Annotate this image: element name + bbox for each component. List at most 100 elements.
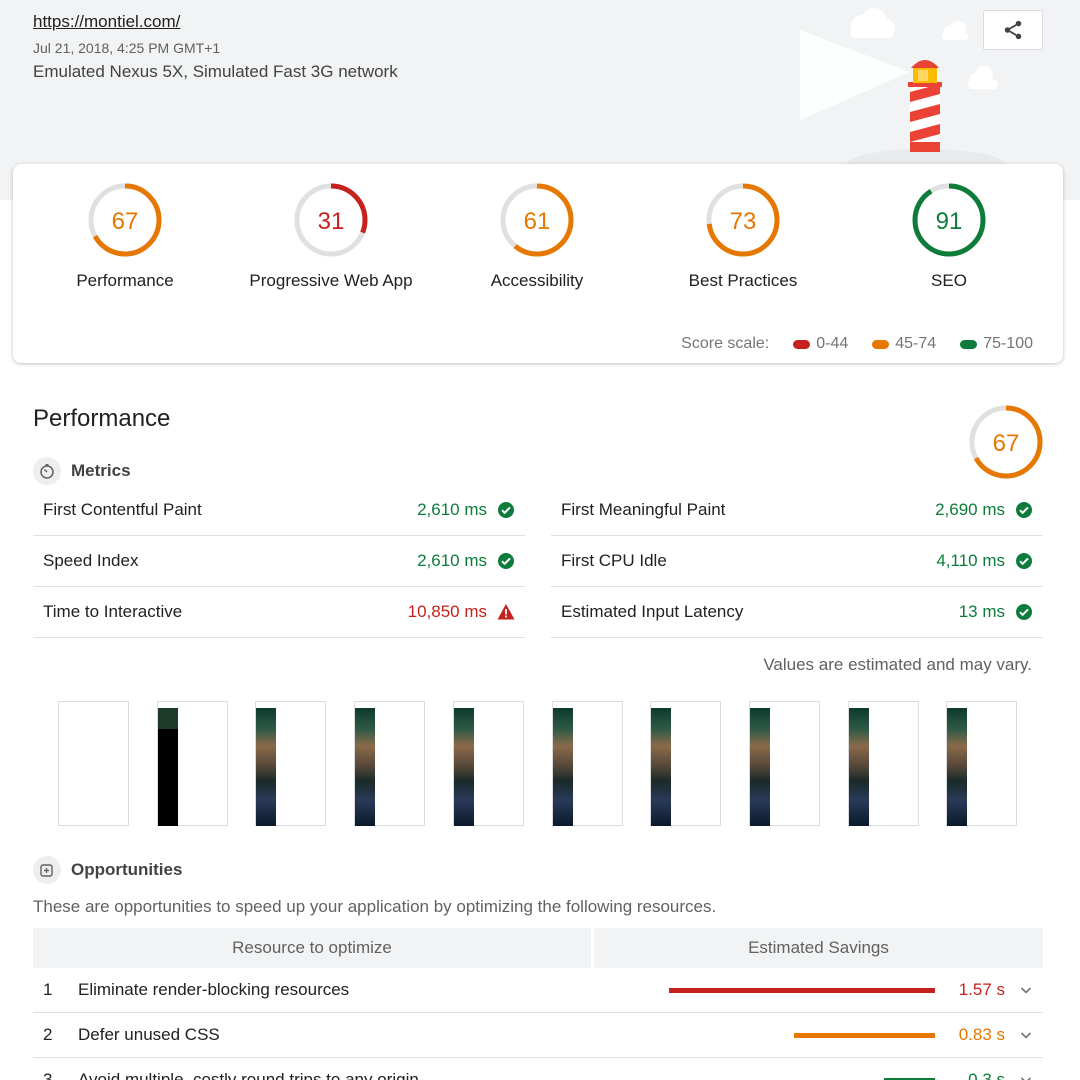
frame-screenshot — [947, 708, 968, 826]
opportunity-saving: 1.57 s — [958, 980, 1005, 999]
chevron-down-icon[interactable] — [1019, 1073, 1043, 1080]
opportunity-number: 2 — [43, 1025, 53, 1044]
filmstrip-frame — [946, 701, 1018, 826]
gauge-best-practices[interactable]: 73 Best Practices — [643, 182, 843, 291]
lighthouse-tower — [908, 60, 942, 152]
performance-score-gauge: 67 — [968, 404, 1044, 485]
metric-name: First Meaningful Paint — [561, 500, 726, 519]
opportunities-title: Opportunities — [71, 860, 183, 879]
category-label: Performance — [76, 271, 174, 290]
chevron-down-icon[interactable] — [1019, 1028, 1043, 1042]
column-savings: Estimated Savings — [594, 928, 1043, 968]
opportunities-table-header: Resource to optimize Estimated Savings — [33, 928, 1043, 968]
savings-bar — [794, 1032, 935, 1038]
gauge-performance[interactable]: 67 Performance — [25, 182, 225, 291]
metric-name: Speed Index — [43, 551, 139, 570]
performance-score-value: 67 — [993, 430, 1020, 457]
score-gauge-ring: 73 — [706, 183, 780, 257]
score-gauge-ring: 67 — [88, 183, 162, 257]
score-value: 91 — [936, 208, 963, 235]
category-scores-card: 67 Performance 31 Progressive Web App 61… — [13, 164, 1063, 363]
metrics-heading: Metrics — [33, 457, 131, 485]
frame-screenshot — [157, 708, 178, 826]
score-gauge-ring: 67 — [969, 405, 1043, 479]
opportunity-number: 3 — [43, 1070, 53, 1080]
report-environment: Emulated Nexus 5X, Simulated Fast 3G net… — [33, 62, 398, 81]
gauge-accessibility[interactable]: 61 Accessibility — [437, 182, 637, 291]
filmstrip-frame — [650, 701, 722, 826]
opportunity-title: Defer unused CSS — [78, 1025, 220, 1044]
category-label: Progressive Web App — [249, 271, 413, 290]
score-gauge-ring: 61 — [500, 183, 574, 257]
metric-name: Time to Interactive — [43, 602, 183, 621]
frame-screenshot — [848, 708, 869, 826]
gauge-pwa[interactable]: 31 Progressive Web App — [231, 182, 431, 291]
check-circle-icon — [1015, 603, 1033, 621]
scale-range-pass: 75-100 — [983, 335, 1033, 352]
opportunity-saving: 0.83 s — [958, 1025, 1005, 1044]
opportunities-description: These are opportunities to speed up your… — [33, 897, 717, 916]
metrics-title: Metrics — [71, 461, 131, 480]
score-scale-label: Score scale: — [681, 335, 770, 352]
opportunity-row[interactable]: 1 Eliminate render-blocking resources 1.57… — [33, 968, 1043, 1013]
score-value: 73 — [730, 208, 757, 235]
filmstrip-frame — [255, 701, 327, 826]
filmstrip-frame — [748, 701, 820, 826]
score-scale-legend: Score scale: 0-44 45-74 75-100 — [681, 335, 1033, 353]
share-icon — [1004, 20, 1022, 40]
lighthouse-illustration — [800, 8, 1006, 165]
check-circle-icon — [1015, 552, 1033, 570]
performance-section-title: Performance — [33, 405, 171, 432]
metric-value: 4,110 ms — [936, 551, 1005, 570]
metric-row: First Meaningful Paint 2,690 ms — [551, 485, 1043, 536]
score-value: 67 — [112, 208, 139, 235]
filmstrip-frame — [452, 701, 524, 826]
opportunity-icon — [33, 856, 61, 884]
metric-row: Speed Index 2,610 ms — [33, 536, 525, 587]
metric-row: First CPU Idle 4,110 ms — [551, 536, 1043, 587]
gauge-seo[interactable]: 91 SEO — [849, 182, 1049, 291]
frame-screenshot — [749, 708, 770, 826]
pass-pill-icon — [960, 339, 978, 349]
score-gauge-ring: 31 — [294, 183, 368, 257]
metric-row: Estimated Input Latency 13 ms — [551, 587, 1043, 638]
opportunity-title: Avoid multiple, costly round trips to an… — [78, 1070, 419, 1080]
report-url-link[interactable]: https://montiel.com/ — [33, 12, 181, 31]
stopwatch-icon — [33, 457, 61, 485]
savings-bar — [884, 1077, 935, 1080]
filmstrip-frame — [847, 701, 919, 826]
metrics-note: Values are estimated and may vary. — [763, 655, 1032, 674]
average-pill-icon — [872, 339, 890, 349]
scale-range-fail: 0-44 — [816, 335, 849, 352]
metric-value: 2,610 ms — [417, 500, 487, 519]
filmstrip-frame — [58, 701, 129, 826]
frame-screenshot — [453, 708, 474, 826]
opportunity-row[interactable]: 2 Defer unused CSS 0.83 s — [33, 1013, 1043, 1058]
chevron-down-icon[interactable] — [1019, 983, 1043, 997]
opportunity-title: Eliminate render-blocking resources — [78, 980, 350, 999]
score-value: 31 — [318, 208, 345, 235]
category-label: Best Practices — [688, 271, 798, 290]
metric-name: Estimated Input Latency — [561, 602, 744, 621]
filmstrip-frame — [156, 701, 228, 826]
score-gauge-ring: 91 — [912, 183, 986, 257]
share-button[interactable] — [983, 10, 1043, 50]
light-beam — [800, 30, 910, 120]
category-label: SEO — [931, 271, 967, 290]
fail-pill-icon — [793, 339, 811, 349]
warning-triangle-icon — [497, 603, 515, 621]
opportunity-row[interactable]: 3 Avoid multiple, costly round trips to a… — [33, 1058, 1043, 1080]
metric-value: 13 ms — [958, 602, 1005, 621]
metric-value: 2,690 ms — [935, 500, 1005, 519]
score-value: 61 — [524, 208, 551, 235]
metric-name: First Contentful Paint — [43, 500, 202, 519]
opportunities-heading: Opportunities — [33, 856, 182, 884]
cloud-icon — [942, 21, 968, 40]
filmstrip-frame — [354, 701, 426, 826]
opportunity-saving: 0.3 s — [968, 1070, 1005, 1080]
frame-screenshot — [355, 708, 376, 826]
opportunity-number: 1 — [43, 980, 53, 999]
frame-screenshot — [651, 708, 672, 826]
cloud-icon — [850, 8, 895, 38]
metric-value: 2,610 ms — [417, 551, 487, 570]
